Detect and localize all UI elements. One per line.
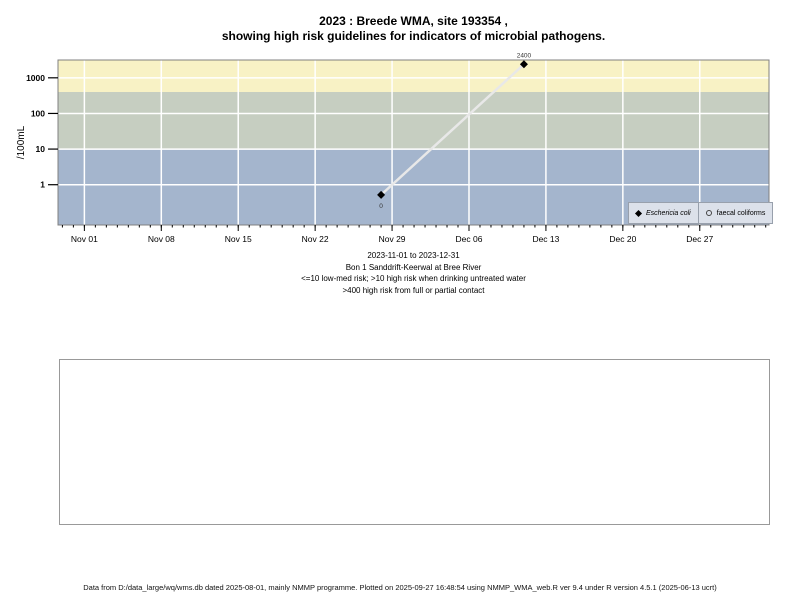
y-tick-label: 1 <box>40 180 45 190</box>
legend-label-eschericia-coli: Eschericia coli <box>646 209 691 217</box>
x-tick-label: Dec 06 <box>456 234 483 244</box>
x-tick-label: Nov 22 <box>302 234 329 244</box>
y-axis-label: /100mL <box>16 125 27 159</box>
x-tick-label: Dec 27 <box>686 234 713 244</box>
x-tick-label: Dec 13 <box>532 234 559 244</box>
data-point <box>519 60 528 69</box>
series-line <box>380 63 525 196</box>
chart-title-line1: 2023 : Breede WMA, site 193354 , <box>319 14 508 28</box>
risk-band <box>58 91 769 150</box>
chart-caption: 2023-11-01 to 2023-12-31 Bon 1 Sanddrift… <box>58 250 769 296</box>
caption-risk-line2: >400 high risk from full or partial cont… <box>342 285 485 295</box>
legend-item-faecal-coliforms: faecal coliforms <box>697 202 774 224</box>
data-point <box>377 190 386 199</box>
legend-item-eschericia-coli: Eschericia coli <box>628 202 699 224</box>
plot-border <box>57 59 770 226</box>
y-tick-label: 100 <box>31 108 45 118</box>
caption-date-range: 2023-11-01 to 2023-12-31 <box>367 251 460 260</box>
data-point-label: 2400 <box>517 52 532 59</box>
x-tick-label: Nov 15 <box>225 234 252 244</box>
empty-plot-panel <box>59 359 770 525</box>
risk-band <box>58 60 769 92</box>
chart-title-line2: showing high risk guidelines for indicat… <box>221 29 606 43</box>
x-tick-label: Dec 20 <box>609 234 636 244</box>
chart-legend: Eschericia coli faecal coliforms <box>628 202 774 224</box>
data-point-label: 0 <box>379 203 383 210</box>
chart-title: 2023 : Breede WMA, site 193354 , showing… <box>58 14 769 44</box>
y-tick-label: 10 <box>36 144 46 154</box>
x-tick-label: Nov 29 <box>379 234 406 244</box>
x-tick-label: Nov 08 <box>148 234 175 244</box>
open-circle-icon <box>705 210 712 216</box>
footer-note: Data from D:/data_large/wq/wms.db dated … <box>83 583 717 592</box>
caption-risk-line1: <=10 low-med risk; >10 high risk when dr… <box>301 274 526 283</box>
filled-point-icon <box>634 209 643 217</box>
y-tick-label: 1000 <box>26 73 45 83</box>
legend-label-faecal-coliforms: faecal coliforms <box>716 209 766 217</box>
x-tick-label: Nov 01 <box>71 234 98 244</box>
caption-site-name: Bon 1 Sanddrift-Keerwal at Bree River <box>345 262 482 272</box>
